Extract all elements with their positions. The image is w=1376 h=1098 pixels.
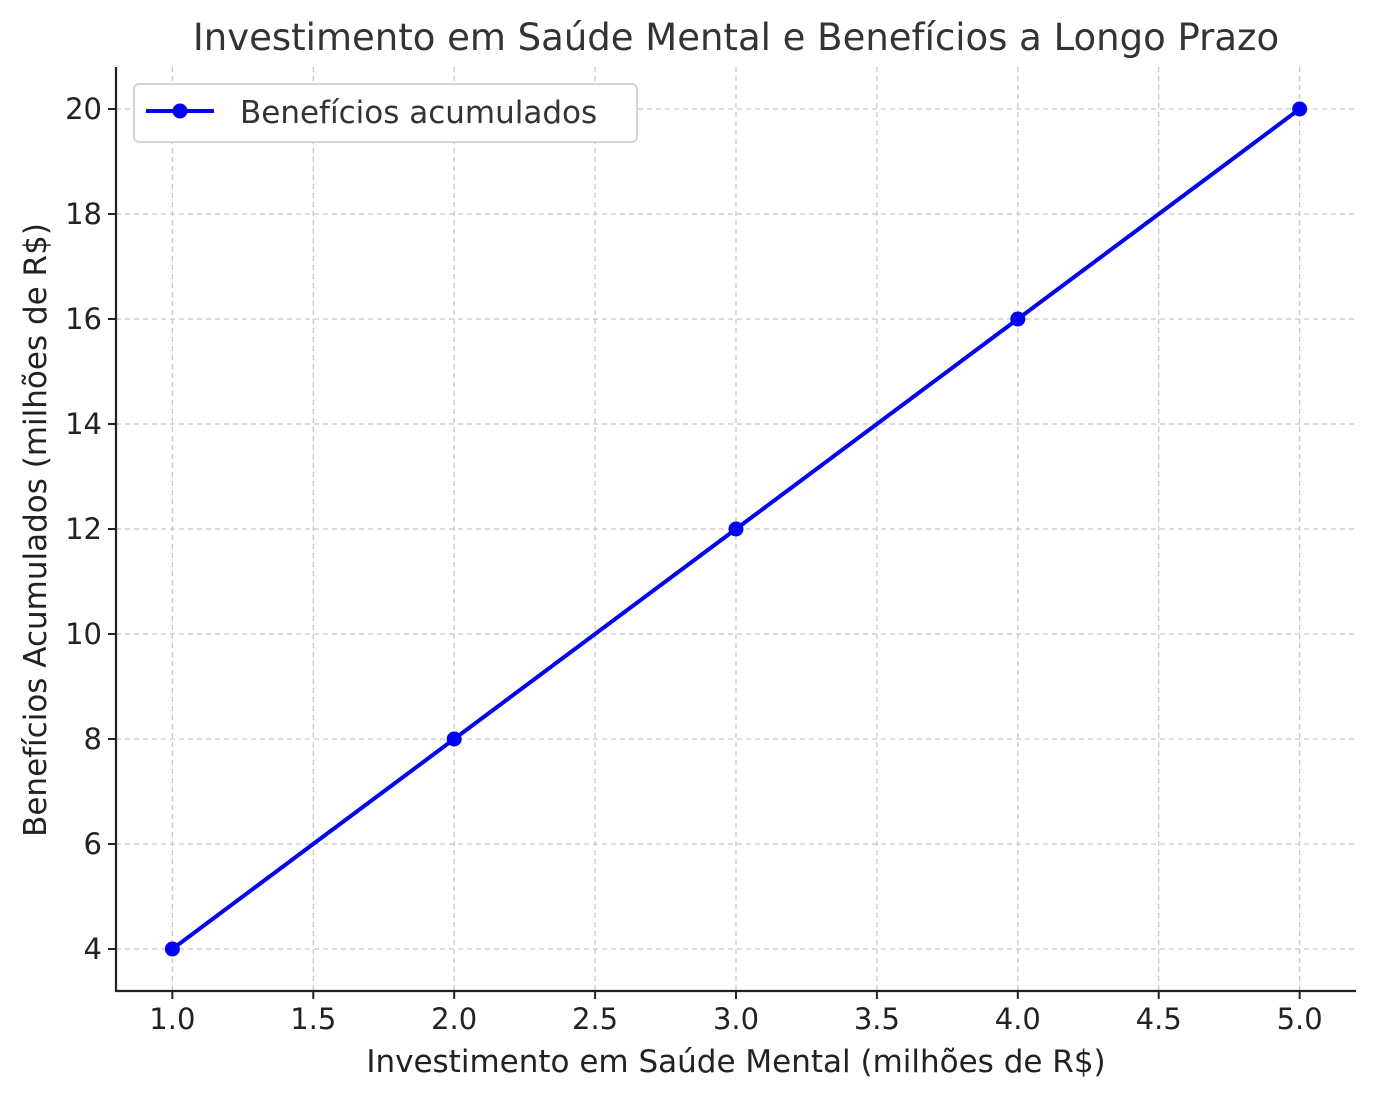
y-tick-label: 16 bbox=[65, 302, 102, 336]
data-point bbox=[164, 941, 180, 957]
x-tick-label: 4.0 bbox=[995, 1002, 1041, 1036]
data-point bbox=[1010, 311, 1026, 327]
x-tick-label: 3.0 bbox=[713, 1002, 759, 1036]
x-tick-label: 2.0 bbox=[431, 1002, 477, 1036]
axis-spines bbox=[114, 67, 1356, 993]
axes bbox=[114, 67, 1356, 993]
y-tick-label: 10 bbox=[65, 617, 102, 651]
x-tick-label: 1.0 bbox=[149, 1002, 195, 1036]
y-tick-label: 12 bbox=[65, 512, 102, 546]
legend-label: Benefícios acumulados bbox=[240, 95, 597, 131]
x-tick-label: 5.0 bbox=[1277, 1002, 1323, 1036]
data-point bbox=[446, 731, 462, 747]
x-tick-label: 2.5 bbox=[572, 1002, 618, 1036]
y-tick-label: 4 bbox=[84, 932, 102, 966]
y-axis-label: Benefícios Acumulados (milhões de R$) bbox=[18, 223, 54, 837]
y-tick-label: 14 bbox=[65, 407, 102, 441]
legend: Benefícios acumulados bbox=[133, 83, 638, 143]
series-layer bbox=[164, 101, 1308, 957]
chart-title: Investimento em Saúde Mental e Benefício… bbox=[193, 16, 1279, 59]
ticks: 1.0 1.5 2.0 2.5 3.0 3.5 4.0 4.5 5.0 4 6 8 10 12 14 16 18… bbox=[65, 92, 1323, 1036]
legend-box bbox=[133, 83, 638, 143]
data-point bbox=[1292, 101, 1308, 117]
y-tick-label: 8 bbox=[84, 722, 102, 756]
y-tick-label: 6 bbox=[84, 827, 102, 861]
x-axis-label: Investimento em Saúde Mental (milhões de… bbox=[366, 1044, 1105, 1080]
x-tick-label: 1.5 bbox=[290, 1002, 336, 1036]
x-tick-label: 4.5 bbox=[1136, 1002, 1182, 1036]
y-tick-label: 18 bbox=[65, 197, 102, 231]
x-tick-label: 3.5 bbox=[854, 1002, 900, 1036]
y-tick-label: 20 bbox=[65, 92, 102, 126]
data-point bbox=[728, 521, 744, 537]
legend-marker-swatch bbox=[172, 103, 188, 119]
